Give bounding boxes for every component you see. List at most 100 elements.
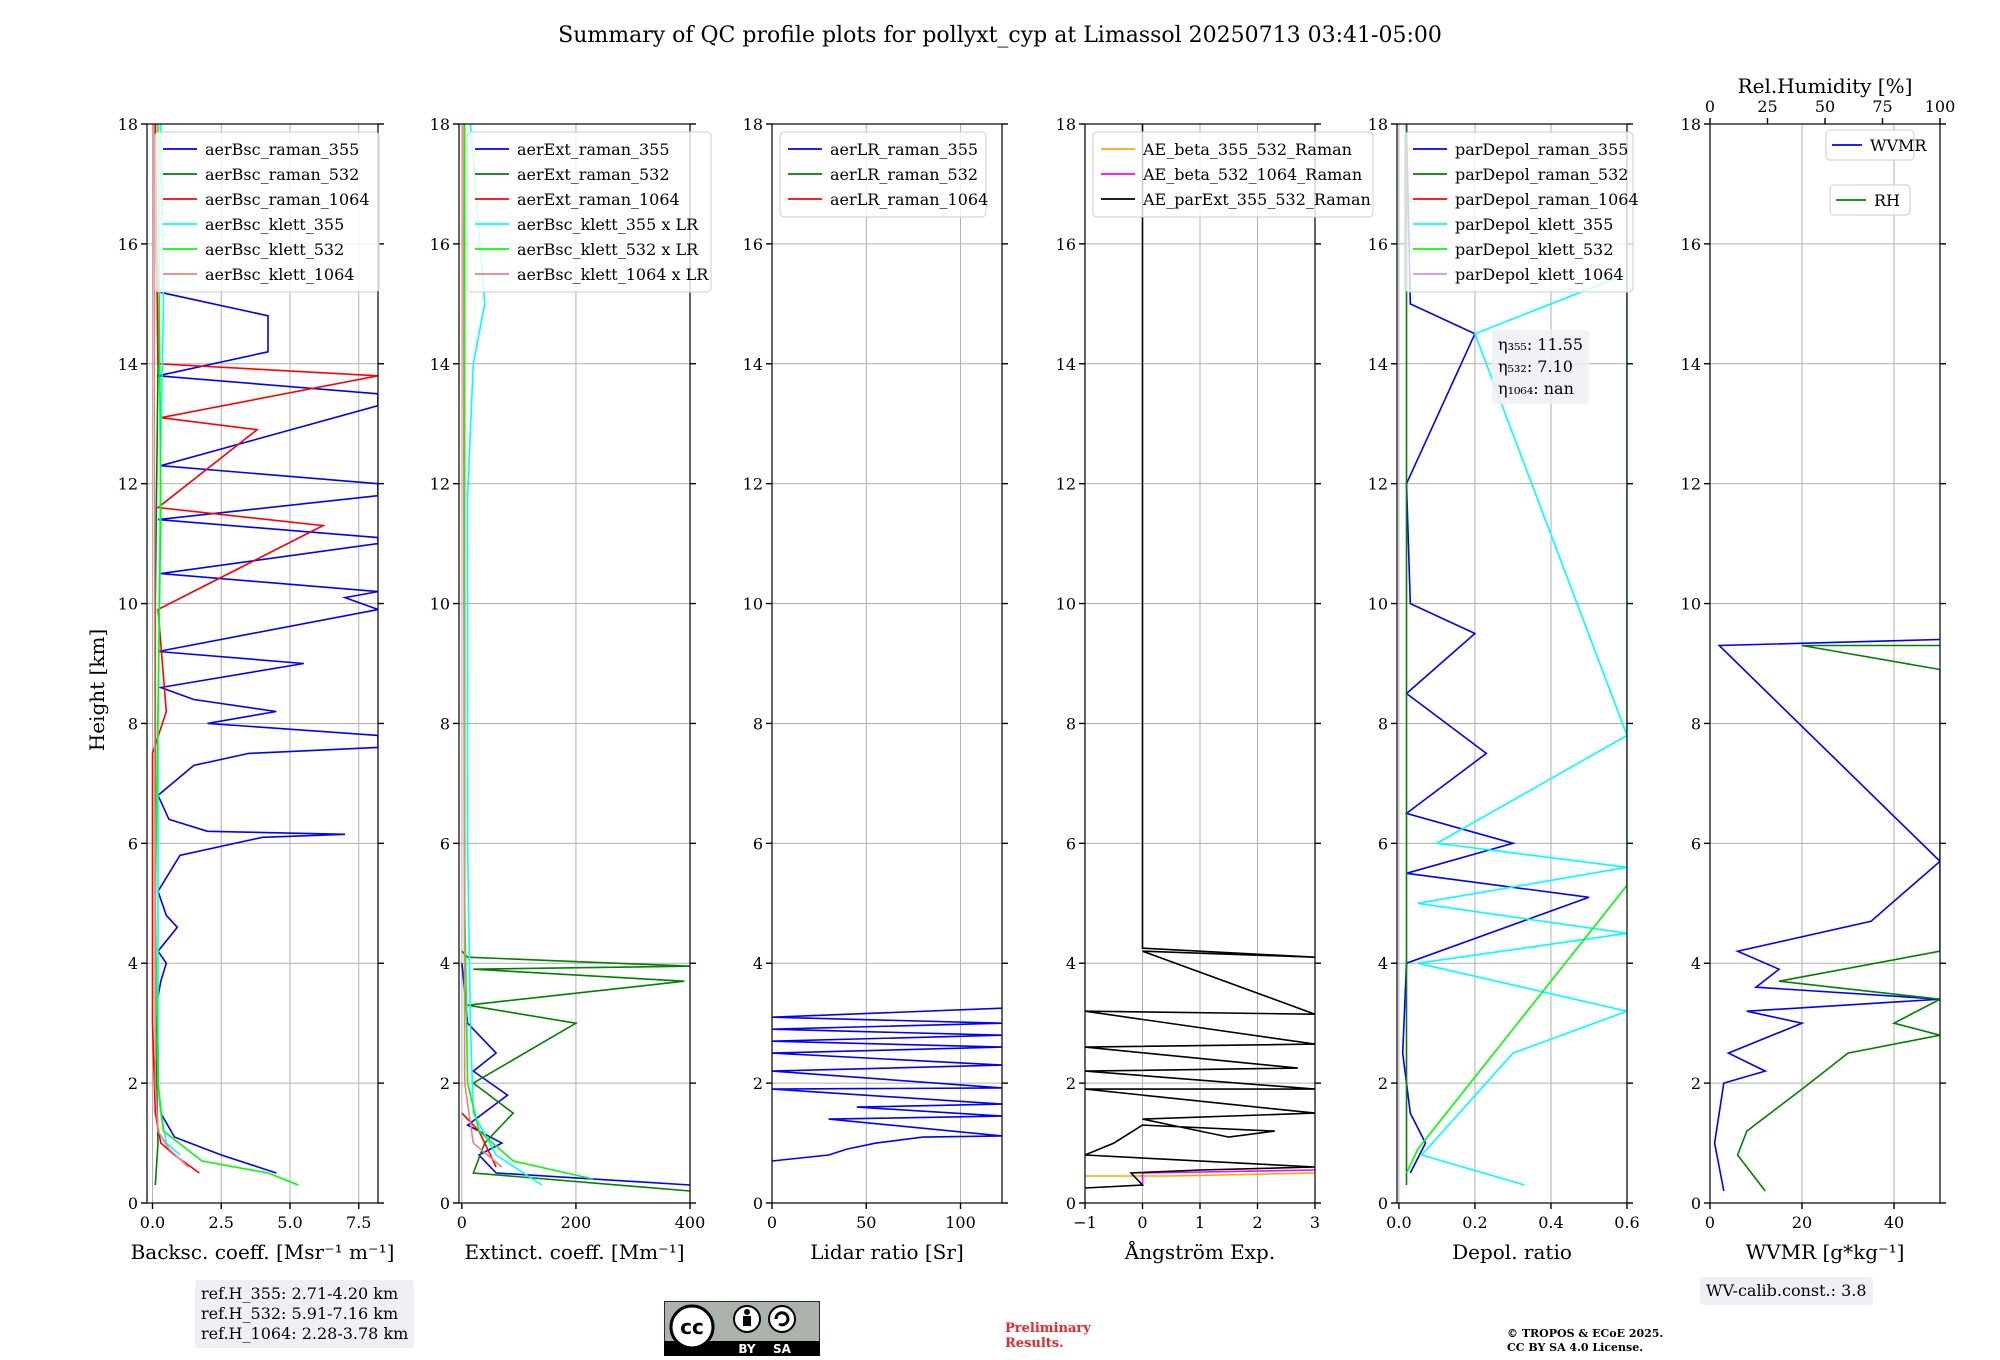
cc-text: cc (680, 1315, 704, 1339)
y-tick-label: 14 (1368, 355, 1388, 374)
legend-label: aerBsc_klett_355 (205, 215, 344, 234)
series-group (151, 124, 378, 1186)
series-parDepol_klett_355 (1417, 273, 1627, 1186)
y-tick-label: 12 (1056, 475, 1076, 494)
legend-box (1404, 131, 1634, 293)
series-AE_beta_532_1064_Raman (1141, 1169, 1315, 1185)
x-tick-label: 40 (1884, 1213, 1904, 1232)
legend: aerLR_raman_355 aerLR_raman_532 aerLR_rama… (779, 131, 988, 218)
x-tick-label: 5.0 (277, 1213, 302, 1232)
y-tick-label: 4 (1066, 954, 1076, 973)
y-tick-label: 2 (753, 1074, 763, 1093)
y-tick-label: 10 (118, 595, 138, 614)
x-tick-label: −1 (1073, 1213, 1097, 1232)
panel-lidar_ratio: 0 2 4 6 8 10 12 14 16 18 0 50 100 Lidar ratio [Sr] aer… (743, 115, 1008, 1264)
y-tick-label: 10 (743, 595, 763, 614)
legend-label: aerLR_raman_355 (830, 140, 978, 159)
x-axis-label: Lidar ratio [Sr] (810, 1240, 964, 1264)
series-group (1713, 638, 1940, 1192)
x-axis-label: Backsc. coeff. [Msr⁻¹ m⁻¹] (131, 1240, 395, 1264)
x-tick-label: 7.5 (346, 1213, 371, 1232)
y-tick-label: 16 (1056, 235, 1076, 254)
x-tick-label: 1 (1195, 1213, 1205, 1232)
legend-label: aerLR_raman_1064 (830, 190, 988, 209)
series-aerExt_raman_355 (461, 963, 690, 1186)
y-tick-label: 6 (1066, 834, 1076, 853)
legend-label: aerBsc_klett_355 x LR (517, 215, 699, 234)
plot-frame (771, 123, 1003, 1204)
y-tick-label: 14 (1681, 355, 1701, 374)
y-tick-label: 12 (118, 475, 138, 494)
y-tick-label: 18 (743, 115, 763, 134)
series-aerBsc_klett_532 (154, 124, 299, 1186)
series-aerLR_raman_355 (772, 1007, 1002, 1162)
series-aerBsc_klett_355 (157, 124, 181, 1156)
legend-box (154, 131, 380, 293)
y-tick-label: 10 (1368, 595, 1388, 614)
y-tick-label: 18 (1681, 115, 1701, 134)
x-tick-label: 0.4 (1538, 1213, 1563, 1232)
series-aerExt_raman_532 (461, 950, 690, 1192)
legend-label: AE_beta_532_1064_Raman (1142, 165, 1362, 184)
panel-extinction: 0 2 4 6 8 10 12 14 16 18 0 200 400 Extinct. coeff. [M… (430, 115, 712, 1264)
x-axis-label: Ångström Exp. (1124, 1239, 1275, 1264)
y-tick-label: 8 (753, 714, 763, 733)
y-tick-label: 16 (430, 235, 450, 254)
y-tick-label: 18 (118, 115, 138, 134)
y-tick-label: 2 (1066, 1074, 1076, 1093)
legend-label: aerBsc_raman_1064 (205, 190, 370, 209)
y-tick-label: 14 (1056, 355, 1076, 374)
y-tick-label: 8 (128, 714, 138, 733)
preliminary-line-1: Preliminary (1005, 1321, 1091, 1336)
y-tick-label: 16 (1681, 235, 1701, 254)
y-tick-label: 2 (128, 1074, 138, 1093)
legend-label: aerBsc_klett_1064 x LR (517, 265, 709, 284)
series-aerBsc_klett_1064 (153, 124, 189, 1168)
legend: aerBsc_raman_355 aerBsc_raman_532 aerBsc_r… (154, 131, 380, 293)
y-tick-label: 16 (743, 235, 763, 254)
x-tick-label: 3 (1310, 1213, 1320, 1232)
eta-box: η₃₅₅: 11.55 η₅₃₂: 7.10 η₁₀₆₄: nan (1492, 330, 1590, 404)
top-x-tick-label: 50 (1815, 97, 1835, 116)
y-tick-label: 0 (1378, 1194, 1388, 1213)
legend-box (1829, 184, 1911, 216)
legend-box (1825, 129, 1915, 161)
series-group (1401, 124, 1627, 1186)
y-tick-label: 6 (1691, 834, 1701, 853)
y-tick-label: 8 (440, 714, 450, 733)
y-tick-label: 10 (430, 595, 450, 614)
sa-share-icon (768, 1305, 796, 1333)
legend-label: parDepol_raman_1064 (1455, 190, 1639, 209)
x-tick-label: 100 (945, 1213, 976, 1232)
cc-icon (669, 1304, 715, 1350)
legend-label: aerBsc_klett_532 x LR (517, 240, 699, 259)
x-tick-label: 2 (1252, 1213, 1262, 1232)
x-tick-label: 0 (767, 1213, 777, 1232)
series-WVMR (1713, 638, 1940, 1192)
y-tick-label: 16 (118, 235, 138, 254)
legend-label: aerLR_raman_532 (830, 165, 978, 184)
legend-label: aerBsc_klett_532 (205, 240, 344, 259)
y-tick-label: 4 (128, 954, 138, 973)
legend-box (779, 131, 987, 218)
legend-label: aerBsc_raman_532 (205, 165, 359, 184)
legend: WVMR RH (1825, 129, 1927, 216)
legend-box (466, 131, 712, 293)
y-tick-label: 12 (743, 475, 763, 494)
cc-license-badge: cc BY SA (664, 1301, 820, 1356)
x-tick-label: 2.5 (209, 1213, 234, 1232)
x-axis-label: WVMR [g*kg⁻¹] (1746, 1240, 1905, 1264)
y-tick-label: 6 (128, 834, 138, 853)
legend-label: parDepol_klett_1064 (1455, 265, 1624, 284)
series-RH (1736, 644, 1940, 1192)
x-tick-label: 0.6 (1614, 1213, 1639, 1232)
y-axis-label: Height [km] (85, 629, 109, 751)
legend-label: WVMR (1870, 136, 1927, 155)
series-AE_beta_355_532_Raman (1085, 1172, 1315, 1177)
legend-label: AE_beta_355_532_Raman (1142, 140, 1352, 159)
legend-box (1092, 131, 1374, 218)
y-tick-label: 0 (753, 1194, 763, 1213)
x-tick-label: 0 (457, 1213, 467, 1232)
y-tick-label: 2 (440, 1074, 450, 1093)
